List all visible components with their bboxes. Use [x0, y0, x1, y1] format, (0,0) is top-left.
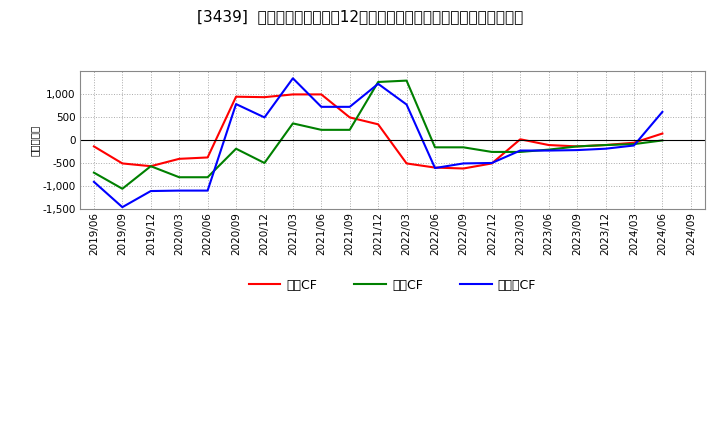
フリーCF: [374, 81, 382, 87]
Line: 投資CF: 投資CF: [94, 81, 662, 189]
フリーCF: [487, 160, 496, 165]
投資CF: [118, 186, 127, 191]
フリーCF: [260, 115, 269, 120]
営業CF: [203, 155, 212, 160]
投資CF: [658, 138, 667, 143]
投資CF: [232, 146, 240, 151]
フリーCF: [629, 143, 638, 148]
投資CF: [260, 160, 269, 165]
営業CF: [487, 161, 496, 166]
フリーCF: [573, 147, 582, 153]
営業CF: [629, 140, 638, 145]
フリーCF: [203, 188, 212, 193]
フリーCF: [89, 179, 98, 184]
営業CF: [317, 92, 325, 97]
フリーCF: [658, 109, 667, 114]
営業CF: [658, 131, 667, 136]
Legend: 営業CF, 投資CF, フリーCF: 営業CF, 投資CF, フリーCF: [243, 274, 541, 297]
投資CF: [289, 121, 297, 126]
フリーCF: [516, 148, 525, 153]
営業CF: [260, 95, 269, 100]
フリーCF: [544, 148, 553, 153]
フリーCF: [346, 104, 354, 110]
フリーCF: [601, 146, 610, 151]
Y-axis label: （百万円）: （百万円）: [30, 125, 40, 156]
営業CF: [459, 166, 468, 171]
営業CF: [402, 161, 411, 166]
投資CF: [89, 170, 98, 175]
投資CF: [175, 175, 184, 180]
投資CF: [601, 143, 610, 148]
営業CF: [516, 137, 525, 142]
営業CF: [544, 143, 553, 148]
投資CF: [317, 127, 325, 132]
営業CF: [89, 144, 98, 149]
営業CF: [573, 144, 582, 149]
営業CF: [601, 143, 610, 148]
投資CF: [203, 175, 212, 180]
フリーCF: [175, 188, 184, 193]
フリーCF: [146, 188, 155, 194]
営業CF: [346, 115, 354, 120]
Text: [3439]  キャッシュフローの12か月移動合計の対前年同期増減額の推移: [3439] キャッシュフローの12か月移動合計の対前年同期増減額の推移: [197, 9, 523, 24]
投資CF: [459, 145, 468, 150]
営業CF: [146, 164, 155, 169]
投資CF: [544, 147, 553, 152]
投資CF: [146, 164, 155, 169]
営業CF: [289, 92, 297, 97]
投資CF: [431, 145, 439, 150]
投資CF: [346, 127, 354, 132]
投資CF: [374, 79, 382, 84]
フリーCF: [459, 161, 468, 166]
フリーCF: [118, 205, 127, 210]
営業CF: [175, 156, 184, 161]
投資CF: [402, 78, 411, 83]
営業CF: [232, 94, 240, 99]
フリーCF: [317, 104, 325, 110]
フリーCF: [402, 102, 411, 107]
Line: フリーCF: フリーCF: [94, 78, 662, 207]
フリーCF: [232, 102, 240, 107]
フリーCF: [289, 76, 297, 81]
投資CF: [629, 142, 638, 147]
営業CF: [431, 165, 439, 170]
営業CF: [374, 122, 382, 127]
投資CF: [516, 149, 525, 154]
投資CF: [573, 144, 582, 149]
投資CF: [487, 149, 496, 154]
営業CF: [118, 161, 127, 166]
フリーCF: [431, 165, 439, 171]
Line: 営業CF: 営業CF: [94, 95, 662, 169]
